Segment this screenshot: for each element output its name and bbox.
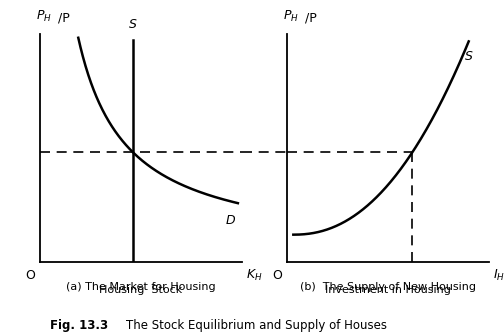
Text: $P_H$: $P_H$ bbox=[36, 9, 52, 25]
Text: $P_H$: $P_H$ bbox=[283, 9, 299, 25]
Text: S: S bbox=[129, 18, 137, 31]
Text: (b)  The Supply of New Housing: (b) The Supply of New Housing bbox=[300, 282, 476, 292]
Text: Housing  Stock: Housing Stock bbox=[99, 285, 183, 295]
Text: S: S bbox=[465, 50, 473, 63]
Text: O: O bbox=[25, 269, 35, 282]
Text: The Stock Equilibrium and Supply of Houses: The Stock Equilibrium and Supply of Hous… bbox=[126, 319, 387, 332]
Text: Investment in Housing: Investment in Housing bbox=[325, 285, 451, 295]
Text: Fig. 13.3: Fig. 13.3 bbox=[50, 319, 108, 332]
Text: (a) The Market for Housing: (a) The Market for Housing bbox=[67, 282, 216, 292]
Text: /P: /P bbox=[305, 11, 317, 25]
Text: O: O bbox=[272, 269, 282, 282]
Text: $I_H$: $I_H$ bbox=[493, 268, 504, 283]
Text: D: D bbox=[226, 214, 235, 227]
Text: $K_H$: $K_H$ bbox=[246, 268, 263, 283]
Text: /P: /P bbox=[58, 11, 70, 25]
